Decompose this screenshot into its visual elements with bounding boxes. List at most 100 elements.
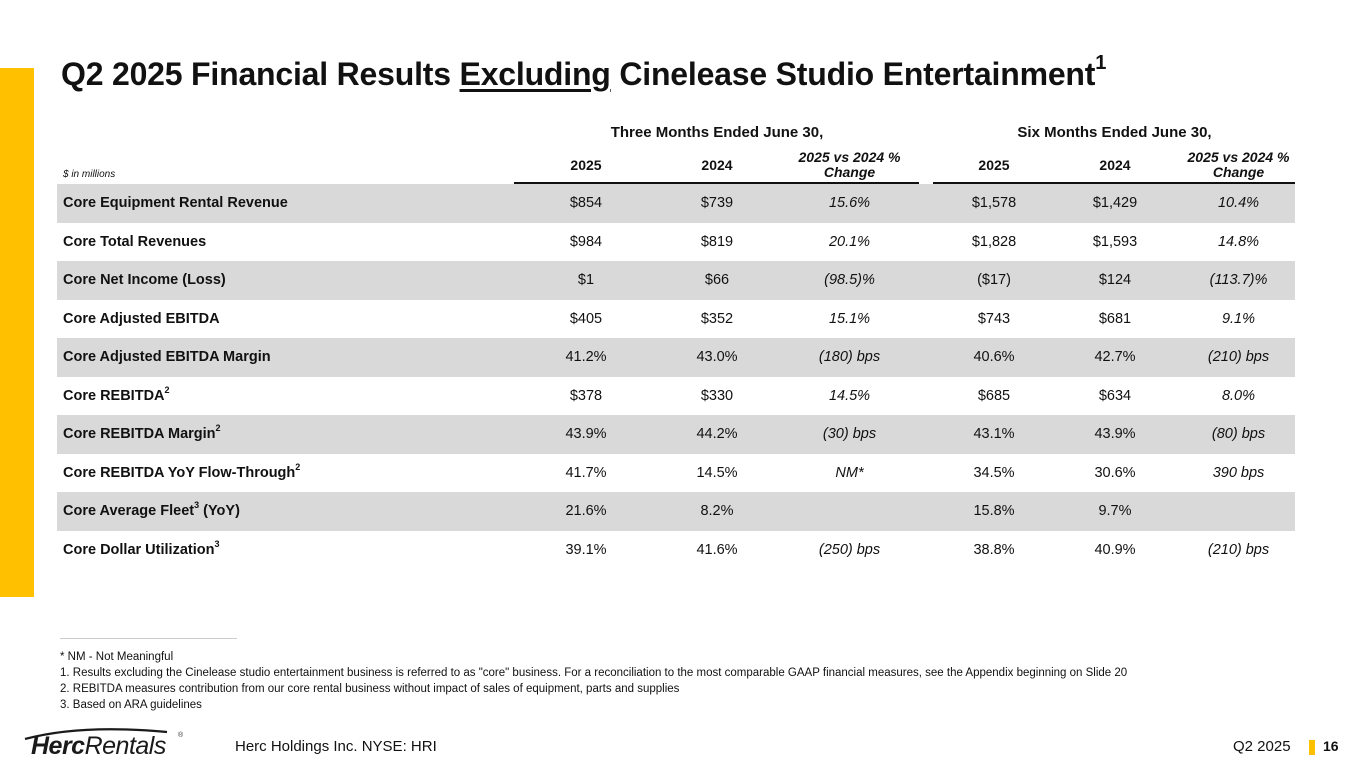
table-cell: (98.5)%	[824, 272, 875, 289]
table-row: Core Dollar Utilization3 39.1% 41.6% (250) …	[57, 531, 1295, 570]
row-label: Core Total Revenues	[63, 233, 207, 250]
table-cell: 15.6%	[828, 195, 871, 212]
table-cell: $854	[569, 195, 603, 212]
table-cell: 41.7%	[565, 464, 607, 481]
page-title: Q2 2025 Financial Results Excluding Cine…	[61, 52, 1106, 93]
title-prefix: Q2 2025 Financial Results	[61, 56, 460, 92]
footnote-line: 1. Results excluding the Cinelease studi…	[60, 667, 1128, 679]
title-footnote-marker: 1	[1095, 52, 1107, 74]
header-rule-three-months	[514, 182, 919, 184]
table-cell: 39.1%	[565, 541, 607, 558]
table-row: Core Average Fleet3 (YoY) 21.6% 8.2% 15.8% 9…	[57, 492, 1295, 531]
table-cell: 20.1%	[828, 233, 871, 250]
table-cell: 9.7%	[1098, 503, 1132, 520]
table-cell: ($17)	[977, 272, 1011, 289]
table-cell: $352	[700, 310, 734, 327]
table-cell: 43.0%	[696, 349, 738, 366]
table-cell: 41.6%	[696, 541, 738, 558]
column-header-q-2025: 2025	[570, 156, 602, 173]
row-label: Core Dollar Utilization3	[63, 538, 220, 558]
table-cell: (113.7)%	[1209, 272, 1268, 289]
table-cell: $1	[577, 272, 595, 289]
accent-bar	[0, 68, 34, 597]
table-row: Core Adjusted EBITDA Margin 41.2% 43.0% (18…	[57, 338, 1295, 377]
group-header-six-months: Six Months Ended June 30,	[1017, 124, 1212, 141]
table-cell: (180) bps	[818, 349, 881, 366]
table-cell: $1,593	[1092, 233, 1138, 250]
table-cell: (210) bps	[1207, 349, 1270, 366]
table-cell: $66	[704, 272, 730, 289]
table-cell: 40.6%	[973, 349, 1015, 366]
row-label-footnote-marker: 2	[164, 384, 170, 395]
column-header-ytd-2025: 2025	[978, 156, 1010, 173]
table-cell: 41.2%	[565, 349, 607, 366]
table-cell: (250) bps	[818, 541, 881, 558]
herc-rentals-logo: HercRentals	[21, 726, 191, 764]
table-cell: $685	[977, 387, 1011, 404]
page-number-marker	[1309, 740, 1315, 755]
results-table: Core Equipment Rental Revenue $854 $739 15.…	[57, 184, 1295, 569]
table-cell: 38.8%	[973, 541, 1015, 558]
table-cell: $634	[1098, 387, 1132, 404]
table-cell: $739	[700, 195, 734, 212]
units-note: $ in millions	[63, 169, 116, 180]
row-label: Core Net Income (Loss)	[63, 272, 226, 289]
logo-registered-mark: ®	[178, 732, 184, 739]
logo-text-light: Rentals	[84, 732, 167, 760]
table-row: Core REBITDA YoY Flow-Through2 41.7% 14.5%…	[57, 454, 1295, 493]
table-cell: $330	[700, 387, 734, 404]
table-cell: 9.1%	[1221, 310, 1256, 327]
column-header-q-change: 2025 vs 2024 % Change	[798, 149, 901, 180]
column-header-ytd-2024: 2024	[1099, 156, 1131, 173]
table-cell: 42.7%	[1094, 349, 1136, 366]
column-header-ytd-change: 2025 vs 2024 % Change	[1187, 149, 1290, 180]
table-cell: $1,578	[971, 195, 1017, 212]
row-label: Core REBITDA2	[63, 384, 170, 404]
table-cell: NM*	[835, 464, 864, 481]
column-header-q-2024: 2024	[701, 156, 733, 173]
table-cell: 34.5%	[973, 464, 1015, 481]
row-label-footnote-marker: 3	[194, 500, 200, 511]
row-label: Core Adjusted EBITDA Margin	[63, 349, 271, 366]
table-cell: $378	[569, 387, 603, 404]
header-rule-six-months	[933, 182, 1295, 184]
table-cell: 14.5%	[696, 464, 738, 481]
row-label: Core REBITDA YoY Flow-Through2	[63, 461, 301, 481]
table-cell: $1,828	[971, 233, 1017, 250]
table-cell: $1,429	[1092, 195, 1138, 212]
table-cell: (30) bps	[822, 426, 877, 443]
row-label: Core Equipment Rental Revenue	[63, 195, 288, 212]
footer-quarter: Q2 2025	[1233, 738, 1291, 755]
table-row: Core REBITDA Margin2 43.9% 44.2% (30) bps 43…	[57, 415, 1295, 454]
footnote-divider	[60, 638, 237, 639]
table-cell: 30.6%	[1094, 464, 1136, 481]
row-label: Core Average Fleet3 (YoY)	[63, 500, 240, 520]
logo-swoosh-icon	[24, 728, 168, 740]
table-cell: $984	[569, 233, 603, 250]
table-row: Core Total Revenues $984 $819 20.1% $1,828 $1…	[57, 223, 1295, 262]
table-cell: 15.8%	[973, 503, 1015, 520]
row-label: Core REBITDA Margin2	[63, 423, 221, 443]
table-cell: 21.6%	[565, 503, 607, 520]
table-cell: $743	[977, 310, 1011, 327]
table-cell: $819	[700, 233, 734, 250]
table-row: Core Equipment Rental Revenue $854 $739 15.…	[57, 184, 1295, 223]
footnote-line: * NM - Not Meaningful	[60, 651, 174, 663]
group-header-three-months: Three Months Ended June 30,	[610, 124, 824, 141]
table-cell: 43.9%	[565, 426, 607, 443]
table-cell: 10.4%	[1217, 195, 1260, 212]
table-row: Core Net Income (Loss) $1 $66 (98.5)% ($17) $…	[57, 261, 1295, 300]
table-row: Core Adjusted EBITDA $405 $352 15.1% $743 $68…	[57, 300, 1295, 339]
row-label-footnote-marker: 2	[215, 423, 221, 434]
footer-company: Herc Holdings Inc. NYSE: HRI	[235, 738, 437, 755]
table-cell: 390 bps	[1212, 464, 1265, 481]
table-cell: 8.2%	[700, 503, 734, 520]
page-number: 16	[1323, 738, 1339, 754]
title-suffix: Cinelease Studio Entertainment	[610, 56, 1096, 92]
row-label: Core Adjusted EBITDA	[63, 310, 220, 327]
table-cell: $124	[1098, 272, 1132, 289]
row-label-footnote-marker: 3	[214, 538, 220, 549]
table-cell: (210) bps	[1207, 541, 1270, 558]
table-cell: 15.1%	[828, 310, 871, 327]
table-cell: (80) bps	[1211, 426, 1266, 443]
